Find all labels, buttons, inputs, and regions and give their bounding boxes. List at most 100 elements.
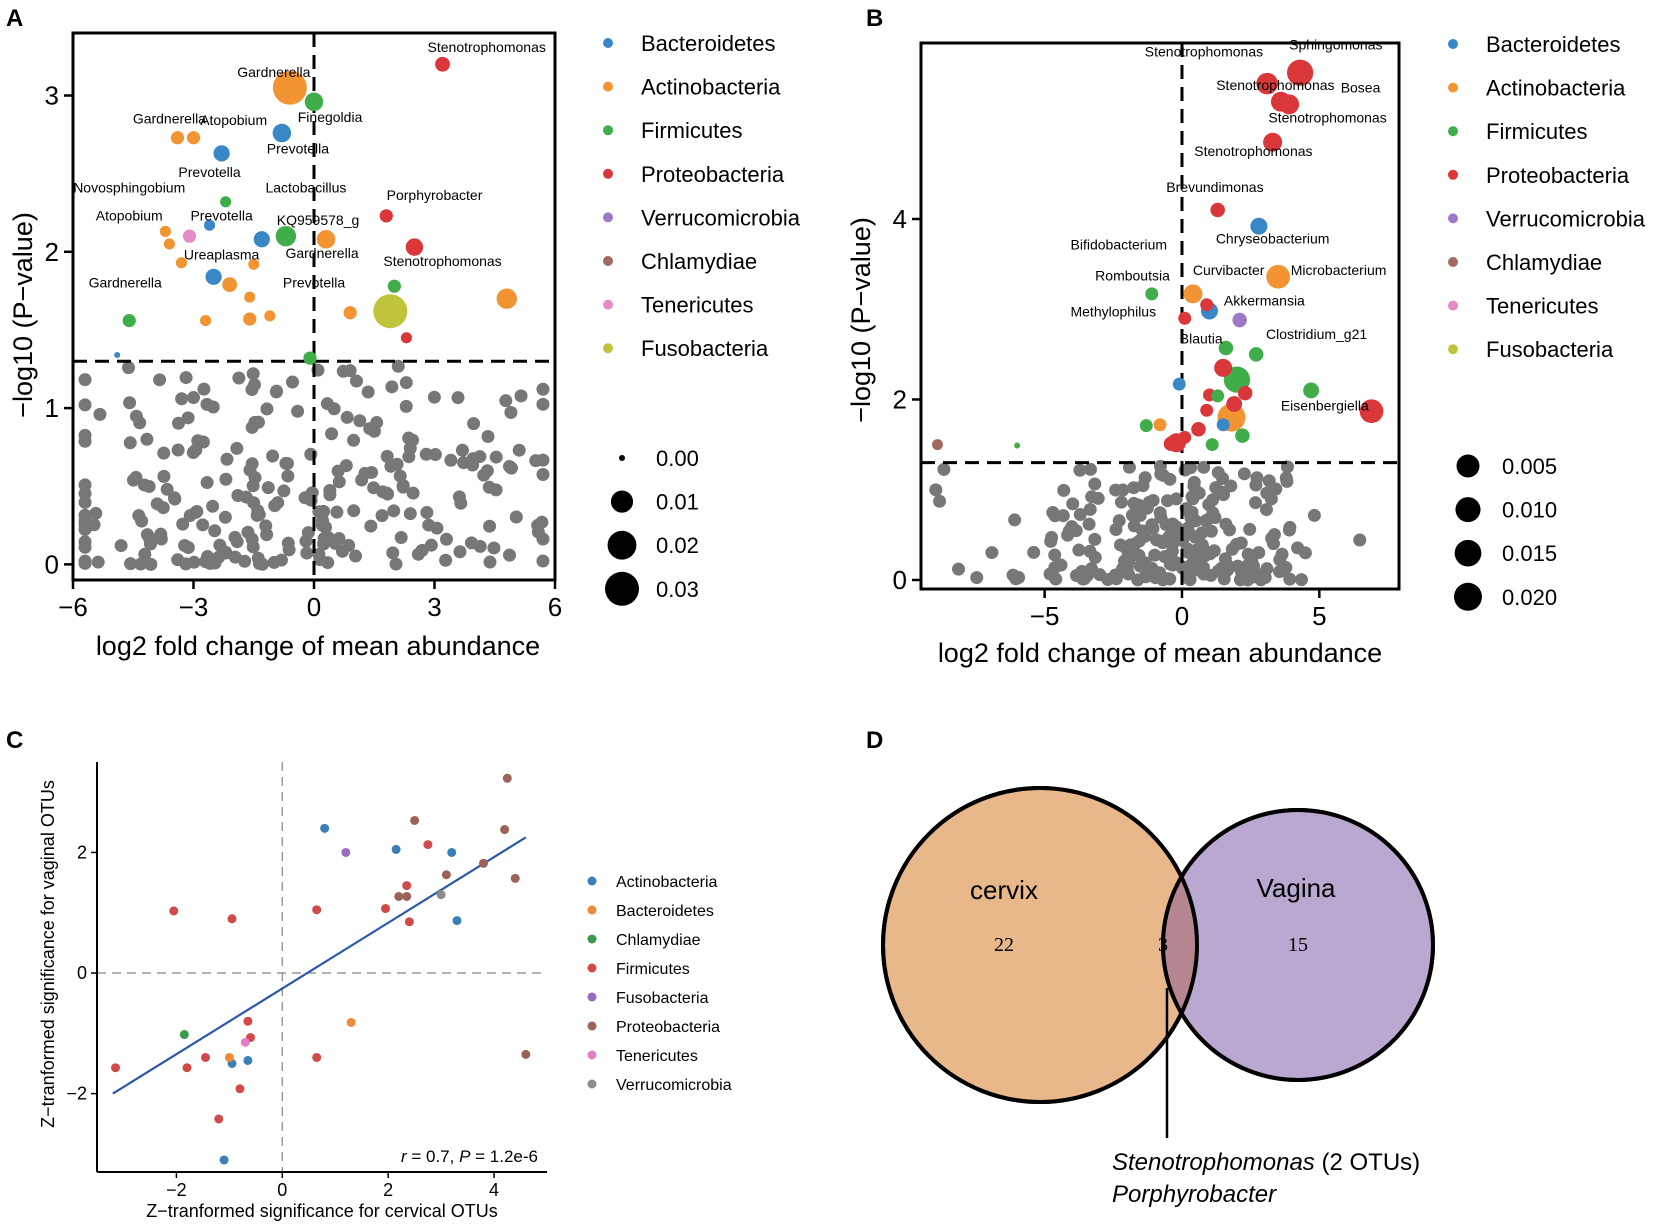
- panel-b-legend: Bacteroidetes Actinobacteria Firmicutes Pro…: [1448, 32, 1646, 611]
- y-tick-label: 0: [45, 549, 59, 579]
- nonsignificant-point: [1298, 546, 1312, 560]
- legend-label-fusobacteria: Fusobacteria: [616, 990, 709, 1007]
- nonsignificant-point: [503, 548, 517, 562]
- nonsignificant-point: [444, 453, 458, 467]
- nonsignificant-point: [387, 504, 401, 518]
- nonsignificant-point: [186, 391, 200, 405]
- otu-point-chlamydiae: [179, 1030, 189, 1040]
- nonsignificant-point: [1282, 523, 1296, 537]
- legend-label-fusobacteria: Fusobacteria: [641, 336, 769, 361]
- nonsignificant-point: [504, 461, 518, 475]
- nonsignificant-point: [187, 555, 201, 569]
- nonsignificant-point: [219, 545, 233, 559]
- otu-point-proteobacteria: [1226, 396, 1243, 412]
- nonsignificant-point: [1128, 537, 1142, 551]
- otu-point-proteobacteria: [1210, 202, 1225, 218]
- size-legend-circle: [610, 490, 634, 513]
- nonsignificant-point: [206, 499, 220, 513]
- venn-vagina-count: 15: [1288, 934, 1308, 956]
- otu-point-actinobacteria: [222, 277, 238, 293]
- nonsignificant-point: [172, 416, 186, 430]
- nonsignificant-point: [1353, 533, 1367, 547]
- annotation-p-label: P: [459, 1147, 471, 1166]
- nonsignificant-point: [1049, 572, 1063, 586]
- nonsignificant-point: [1056, 509, 1070, 523]
- nonsignificant-point: [78, 373, 92, 387]
- nonsignificant-point: [367, 424, 381, 438]
- nonsignificant-point: [1132, 548, 1146, 562]
- venn-vagina-outline: [1161, 808, 1435, 1082]
- nonsignificant-point: [933, 494, 947, 508]
- nonsignificant-point: [453, 545, 467, 559]
- nonsignificant-point: [270, 384, 284, 398]
- nonsignificant-point: [142, 479, 156, 493]
- nonsignificant-point: [1217, 572, 1231, 586]
- legend-label-bacteroidetes: Bacteroidetes: [641, 31, 776, 56]
- taxon-label: Bosea: [1341, 80, 1381, 96]
- nonsignificant-point: [483, 555, 497, 569]
- panel-a-x-axis-title: log2 fold change of mean abundance: [96, 631, 540, 661]
- size-legend-circle: [619, 455, 625, 461]
- annotation-r-value: = 0.7,: [407, 1147, 459, 1166]
- legend-label-proteobacteria: Proteobacteria: [616, 1019, 720, 1036]
- legend-label-verrucomicrobia: Verrucomicrobia: [1486, 206, 1646, 231]
- legend-swatch-proteobacteria: [587, 1021, 597, 1031]
- nonsignificant-point: [196, 518, 210, 532]
- x-tick-label: 0: [307, 592, 321, 622]
- panel-a-axes: −6 −3 0 3 6 0 1 2 3: [45, 81, 563, 622]
- nonsignificant-point: [1083, 544, 1097, 558]
- otu-point-actinobacteria: [316, 230, 336, 249]
- nonsignificant-point: [78, 398, 92, 412]
- taxon-label: Prevotella: [190, 208, 252, 224]
- size-legend-label: 0.00: [656, 446, 699, 471]
- size-legend-circle: [605, 571, 639, 606]
- otu-point-firmicutes: [1205, 438, 1219, 452]
- nonsignificant-point: [123, 396, 137, 410]
- panel-c-y-axis-title: Z−tranformed significance for vaginal OT…: [38, 780, 58, 1128]
- nonsignificant-point: [1084, 462, 1098, 476]
- otu-point-proteobacteria: [1178, 311, 1192, 325]
- nonsignificant-point: [1153, 506, 1167, 520]
- nonsignificant-point: [291, 404, 305, 418]
- size-legend-label: 0.01: [656, 490, 699, 515]
- panel-c-reference-lines: [97, 762, 547, 1172]
- otu-point-actinobacteria: [186, 131, 201, 145]
- nonsignificant-point: [1191, 563, 1205, 577]
- nonsignificant-point: [1116, 483, 1130, 497]
- size-legend-label: 0.005: [1502, 454, 1557, 479]
- legend-swatch-tenericutes: [587, 1050, 597, 1060]
- nonsignificant-point: [1109, 522, 1123, 536]
- legend-label-bacteroidetes: Bacteroidetes: [1486, 32, 1621, 57]
- nonsignificant-point: [1109, 572, 1123, 586]
- otu-point-firmicutes: [275, 225, 297, 247]
- y-tick-label: 0: [77, 963, 87, 983]
- taxon-label: Stenotrophomonas: [383, 253, 501, 269]
- nonsignificant-point: [186, 446, 200, 460]
- legend-swatch-bacteroidetes: [587, 905, 597, 915]
- nonsignificant-point: [78, 508, 92, 522]
- legend-swatch-proteobacteria: [603, 168, 613, 179]
- nonsignificant-point: [1113, 538, 1127, 552]
- taxon-label: Gardnerella: [285, 245, 358, 261]
- nonsignificant-point: [335, 544, 349, 558]
- nonsignificant-point: [487, 541, 501, 555]
- nonsignificant-point: [78, 495, 92, 509]
- nonsignificant-point: [439, 532, 453, 546]
- nonsignificant-point: [1217, 561, 1231, 575]
- nonsignificant-point: [455, 443, 469, 457]
- otu-point-actinobacteria: [1183, 284, 1203, 304]
- nonsignificant-point: [175, 392, 189, 406]
- size-legend-circle: [1456, 454, 1480, 478]
- nonsignificant-point: [197, 382, 211, 396]
- nonsignificant-point: [266, 449, 280, 463]
- legend-swatch-bacteroidetes: [1448, 39, 1458, 49]
- otu-point-actinobacteria: [170, 131, 185, 145]
- x-tick-label: 0: [1175, 601, 1189, 631]
- nonsignificant-point: [320, 397, 334, 411]
- legend-label-proteobacteria: Proteobacteria: [1486, 163, 1630, 188]
- taxon-label: Brevundimonas: [1166, 179, 1263, 195]
- otu-point-bacteroidetes: [253, 231, 270, 248]
- legend-label-actinobacteria: Actinobacteria: [641, 75, 781, 100]
- legend-label-tenericutes: Tenericutes: [616, 1048, 698, 1065]
